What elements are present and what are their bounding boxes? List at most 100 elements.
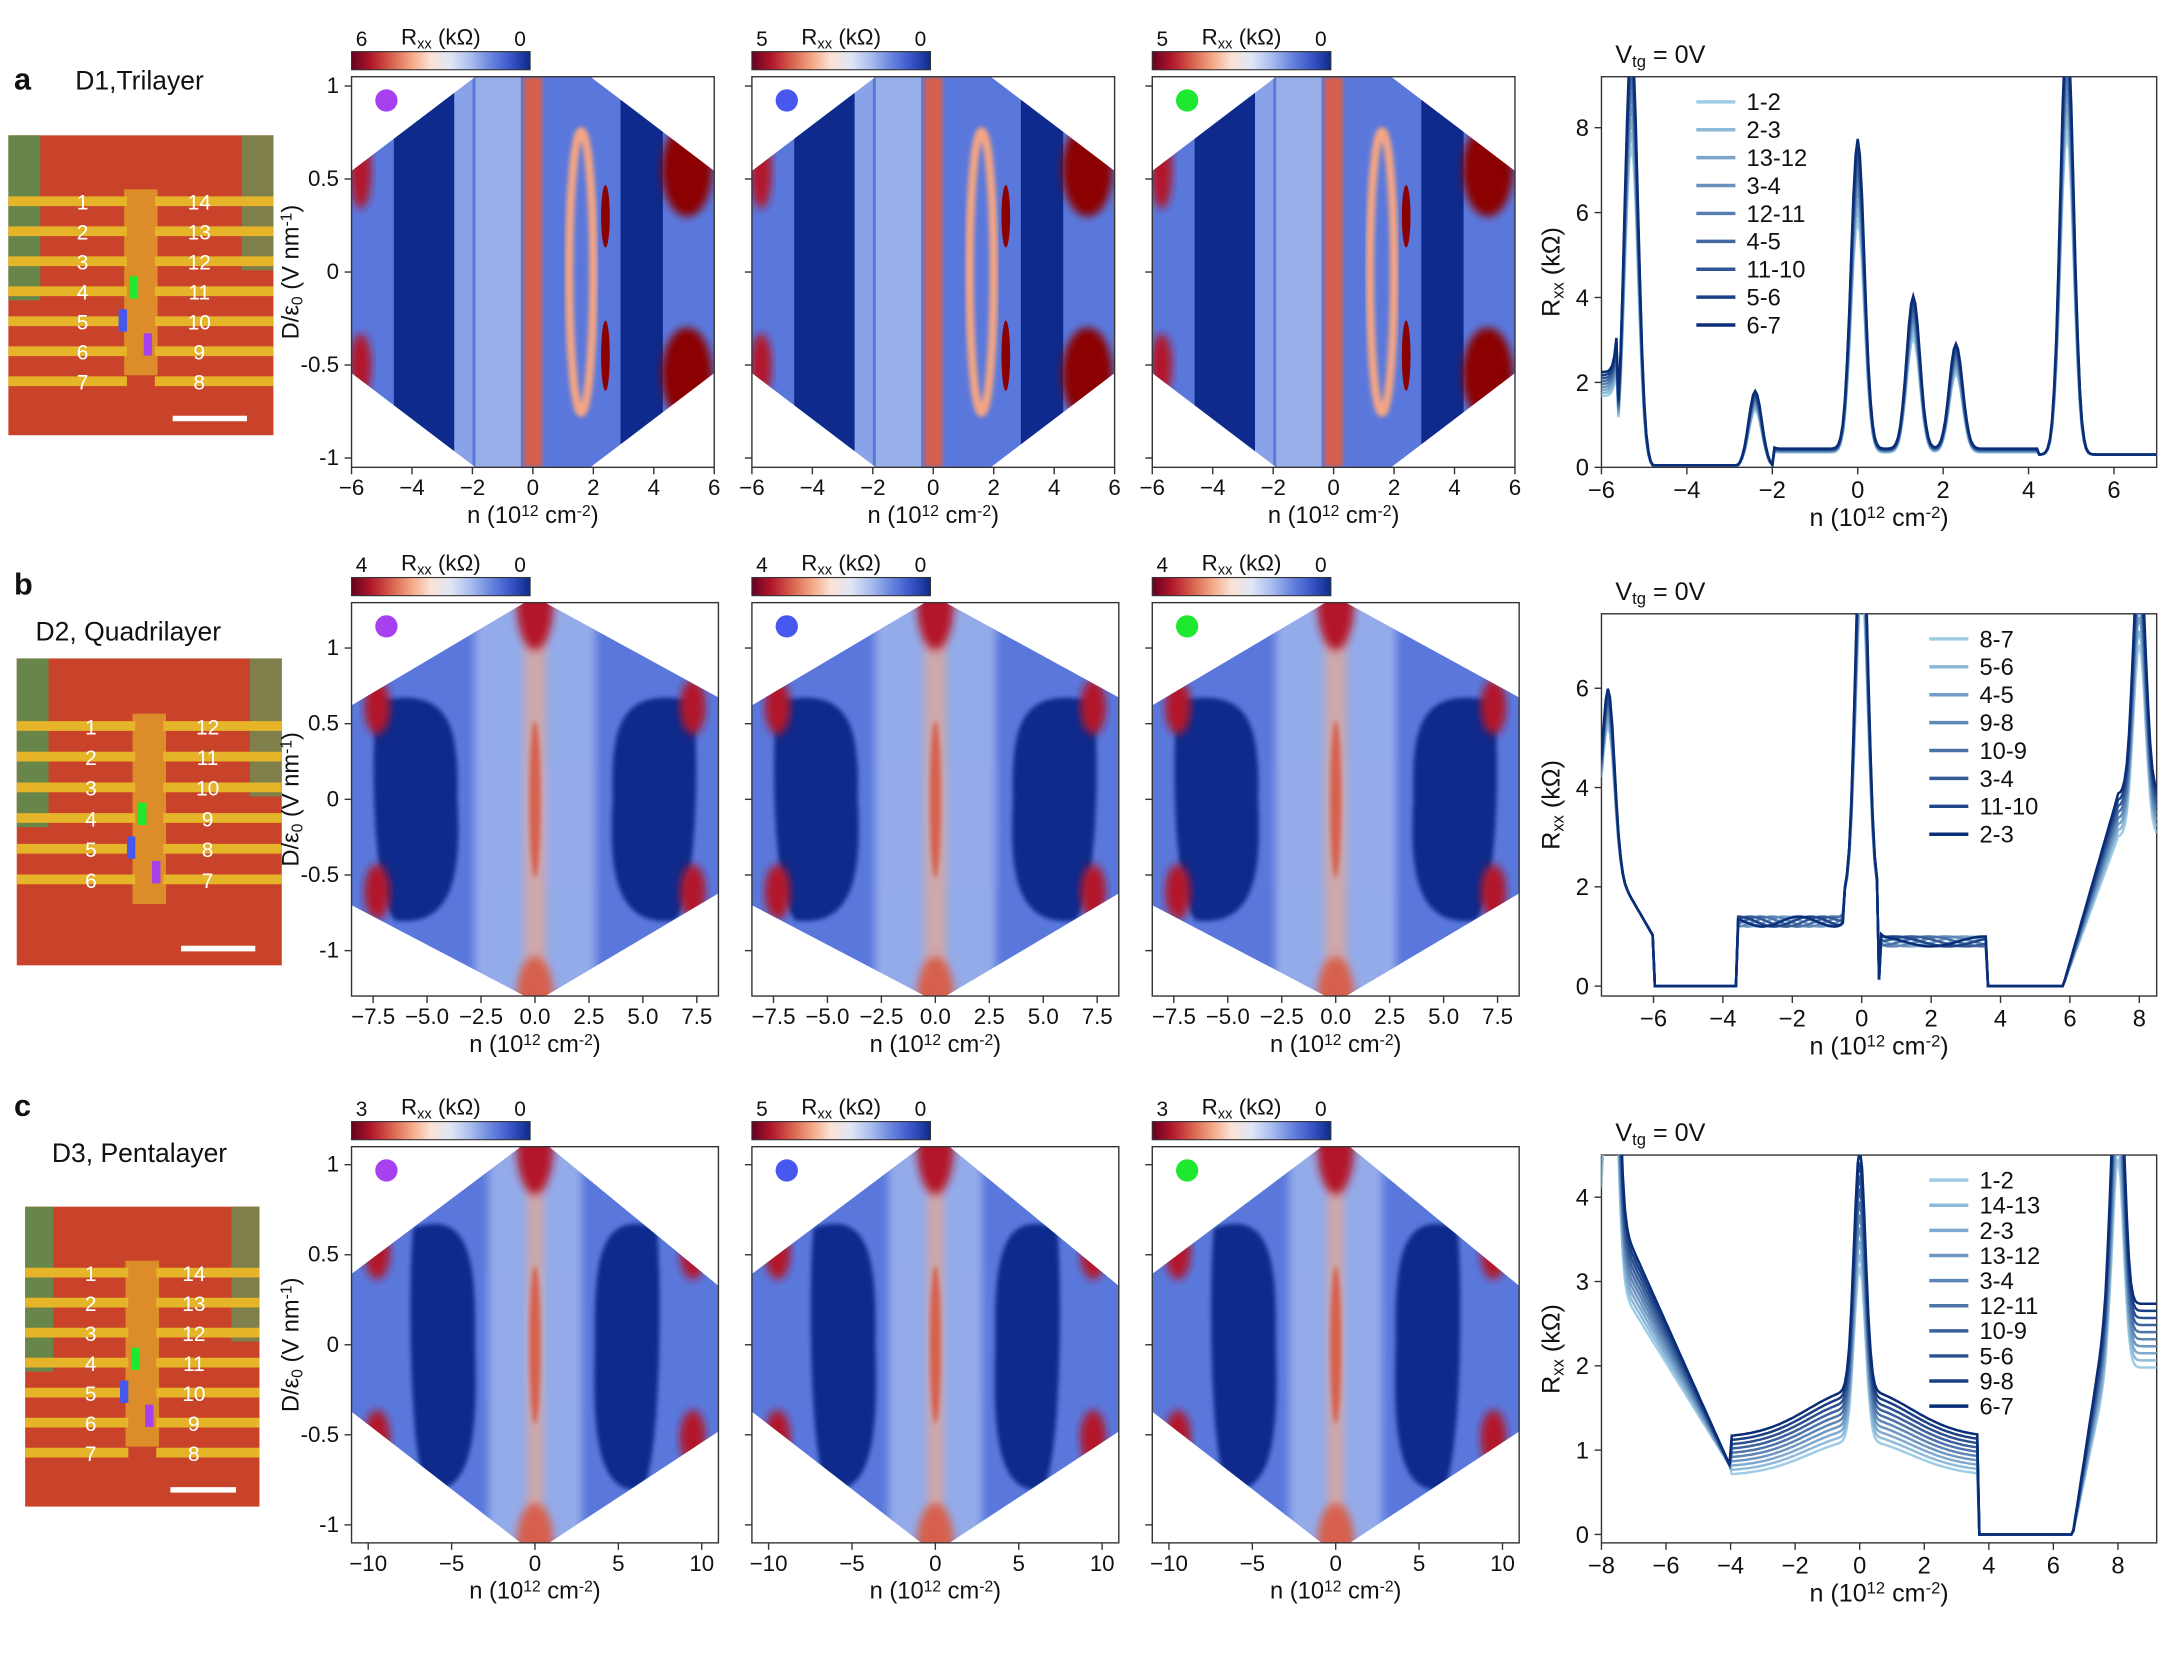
map-image: [751, 76, 1115, 468]
x-tick-label: 6: [2107, 478, 2120, 504]
colorbar-min-label: 0: [514, 1098, 526, 1121]
x-axis-label: n (1012 cm-2): [1809, 503, 1948, 532]
x-tick-label: −6: [1640, 1007, 1667, 1033]
x-tick-label: −7.5: [1152, 1004, 1196, 1029]
legend-label: 5-6: [1980, 655, 2014, 681]
x-tick-label: −5: [439, 1551, 464, 1576]
map-image: [351, 602, 719, 997]
series-6-7: [1620, 1155, 2157, 1536]
x-tick-label: 0: [1853, 1554, 1866, 1580]
y-tick-label: 0: [327, 786, 339, 811]
purple-contact-marker: [145, 1404, 154, 1427]
colorbar-title: Rxx (kΩ): [801, 25, 881, 53]
y-tick-label: 0: [1576, 456, 1589, 482]
x-tick-label: 6: [1108, 475, 1120, 500]
y-axis-label: Rxx (kΩ): [1538, 760, 1568, 850]
legend-label: 5-6: [1747, 286, 1781, 312]
gap-region: [1211, 1223, 1277, 1490]
map-image: [751, 1146, 1119, 1543]
colorbar: [1151, 576, 1332, 597]
colorbar-title: Rxx (kΩ): [1202, 551, 1282, 579]
map-arc: [564, 127, 598, 417]
electrode-label: 6: [85, 1413, 97, 1436]
x-tick-label: 0: [1327, 475, 1339, 500]
resistive-blob: [1062, 327, 1113, 422]
electrode-label: 9: [193, 342, 205, 365]
colorbar-min-label: 0: [1315, 1098, 1327, 1121]
map-b-2: 4 0 Rxx (kΩ) −7.5 −5.0 −2.5 0.0 2.5 5.0 7.5 n (101…: [744, 551, 1120, 1058]
x-tick-label: 5: [1013, 1551, 1025, 1576]
hall-bar: [124, 189, 158, 376]
map-c-3: 3 0 Rxx (kΩ) −10 −5 0 5 10 n (1012 cm-2): [1145, 1095, 1520, 1605]
x-tick-label: 0: [929, 1551, 941, 1576]
resistive-blob: [764, 1410, 791, 1466]
electrode-label: 2: [85, 1293, 97, 1316]
plot-frame: [1600, 1154, 2158, 1544]
y-tick-label: -1: [319, 1512, 339, 1537]
electrode-label: 2: [77, 222, 89, 245]
x-axis-label: n (1012 cm-2): [1809, 1032, 1948, 1061]
electrode-label: 12: [196, 716, 219, 739]
y-axis-label: Rxx (kΩ): [1538, 227, 1568, 317]
electrode-label: 12: [188, 252, 211, 275]
y-tick-label: 0.5: [308, 1242, 339, 1267]
x-axis-label: n (1012 cm-2): [1270, 1032, 1401, 1058]
y-tick-label: 4: [1576, 1186, 1589, 1212]
electrode-label: 8: [193, 372, 205, 395]
resistive-blob: [661, 122, 713, 217]
map-arc: [965, 127, 998, 417]
map-c-1: 3 0 Rxx (kΩ) −10 −5 0 5 10 n (1012 cm-2) 1 0.5 0 -0.…: [278, 1095, 720, 1605]
gap-region: [1395, 1223, 1461, 1490]
colorbar-max-label: 3: [1156, 1098, 1168, 1121]
x-axis-label: n (1012 cm-2): [1809, 1579, 1948, 1608]
x-tick-label: −2: [860, 475, 885, 500]
resistive-blob: [1480, 1410, 1507, 1466]
line-plot-b: Vtg = 0V Rxx (kΩ) n (1012 cm-2) −6 −4 −2 0 2 4 6 8…: [1538, 578, 2158, 1061]
x-tick-label: −2: [1782, 1554, 1809, 1580]
y-tick-label: 4: [1576, 286, 1589, 312]
resistive-blob: [764, 864, 791, 920]
x-tick-label: −10: [349, 1551, 387, 1576]
gap-region: [410, 1223, 476, 1490]
resistive-blob: [516, 1146, 554, 1195]
panel-letter: b: [14, 566, 33, 601]
gap-region: [1020, 76, 1064, 468]
colorbar-title: Rxx (kΩ): [801, 1095, 881, 1123]
purple-dot-icon: [375, 89, 398, 112]
electrode-label: 13: [188, 222, 211, 245]
colorbar-min-label: 0: [514, 28, 526, 51]
x-tick-label: −4: [1200, 475, 1225, 500]
legend-label: 13-12: [1980, 1244, 2041, 1270]
x-tick-label: 4: [2022, 478, 2035, 504]
y-tick-label: 0: [1576, 1523, 1589, 1549]
electrode-label: 4: [85, 808, 97, 831]
green-contact-marker: [138, 802, 147, 826]
gap-region: [1194, 76, 1256, 468]
gap-region: [611, 697, 697, 922]
panel-letter: c: [14, 1088, 31, 1123]
map-image: [751, 602, 1119, 997]
y-tick-label: 0.5: [308, 166, 339, 191]
resistive-blob: [1080, 1223, 1106, 1280]
electrode-label: 10: [196, 778, 219, 801]
legend-label: 3-4: [1980, 767, 2014, 793]
purple-dot-icon: [375, 1159, 398, 1182]
resistive-blob: [1401, 184, 1411, 248]
resistive-blob: [364, 1223, 391, 1280]
map-band: [875, 76, 922, 468]
device-label: D1,Trilayer: [75, 65, 204, 95]
curves: [1601, 613, 2157, 988]
legend-label: 13-12: [1747, 146, 1808, 172]
x-tick-label: −10: [1150, 1551, 1188, 1576]
map-image: [1152, 602, 1520, 997]
x-axis-label: n (1012 cm-2): [469, 1032, 600, 1058]
x-tick-label: −6: [1588, 478, 1615, 504]
hall-bar: [125, 1260, 160, 1447]
colorbar-min-label: 0: [915, 1098, 927, 1121]
resistive-blob: [364, 864, 391, 920]
colorbar-min-label: 0: [915, 28, 927, 51]
electrode-label: 13: [182, 1293, 205, 1316]
resistive-blob: [1165, 1410, 1191, 1466]
